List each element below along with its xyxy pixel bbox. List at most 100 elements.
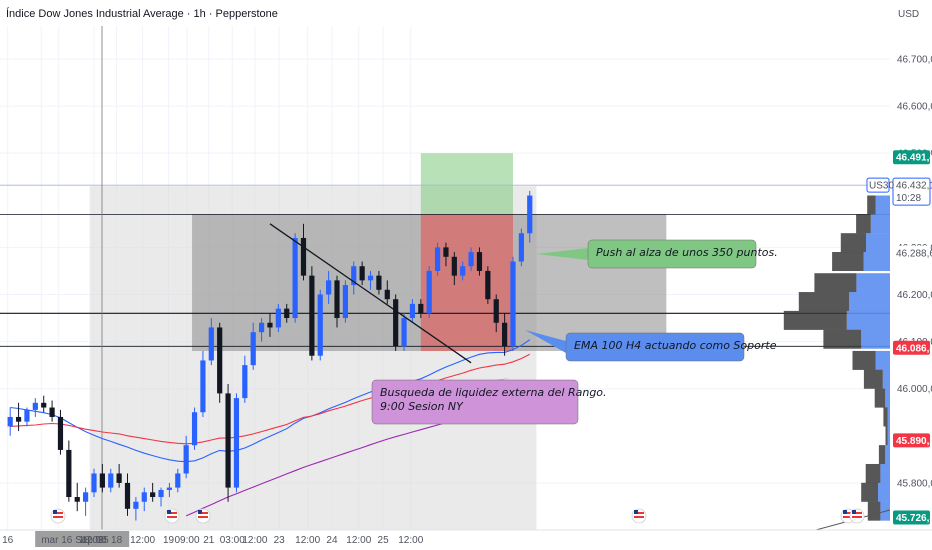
- candle-body: [351, 266, 357, 286]
- event-flag-stripe: [852, 516, 862, 518]
- candle-body: [166, 487, 173, 490]
- event-flag-canton: [852, 510, 856, 514]
- candle-body: [267, 322, 273, 328]
- horizontal-levels: [0, 26, 890, 530]
- price-badge-bg: [893, 340, 930, 355]
- candle-body: [309, 275, 315, 356]
- price-tick-label: 46.700,0: [897, 54, 932, 65]
- profile-bar-light: [861, 329, 890, 349]
- candle-body: [141, 492, 147, 502]
- candle-body: [183, 445, 189, 474]
- profile-bar-dark: [832, 252, 864, 272]
- time-tick-label: 25: [378, 535, 390, 546]
- symbol-badge-text: US30: [869, 181, 894, 192]
- profile-bar-light: [846, 310, 890, 330]
- time-tick-label: 09:00: [174, 535, 199, 546]
- price-label-badge: 45.726,5: [893, 510, 932, 525]
- candle-body: [15, 416, 22, 422]
- candle-body: [376, 275, 382, 290]
- candle-body: [32, 402, 38, 410]
- price-badge-text: 45.726,5: [896, 513, 932, 524]
- candle-body: [133, 501, 139, 509]
- event-flag-stripe: [634, 516, 644, 518]
- price-axis[interactable]: 46.700,046.600,046.500,046.300,046.200,0…: [866, 0, 932, 550]
- volume-profile: [759, 195, 891, 546]
- chart-title: Índice Dow Jones Industrial Average · 1h…: [6, 7, 278, 20]
- liquidity-callout-text: 9:00 Sesion NY: [380, 400, 464, 413]
- event-flag-stripe: [198, 516, 208, 518]
- candle-body: [300, 237, 307, 276]
- profile-bar-dark: [883, 407, 888, 427]
- candle-body: [384, 289, 390, 300]
- time-tick-label: 16: [2, 535, 14, 546]
- event-flag-icon: [631, 508, 647, 524]
- candle-body: [83, 492, 89, 502]
- event-flag-stripe: [843, 516, 853, 518]
- ema-callout-pointer: [525, 330, 566, 353]
- profile-bar-light: [887, 426, 890, 446]
- candle-body: [225, 393, 231, 488]
- profile-bar-light: [875, 195, 890, 215]
- profile-bar-light: [849, 292, 890, 312]
- liquidity-callout-text: Busqueda de liquidez externa del Rango.: [380, 386, 607, 399]
- push-callout-box: [587, 239, 757, 269]
- profile-bar-dark: [885, 426, 888, 446]
- candle-body: [150, 492, 156, 498]
- candle-body: [502, 322, 508, 347]
- candle-body: [108, 473, 114, 488]
- profile-bar-dark: [852, 350, 876, 370]
- time-tick-label: 18: [111, 535, 123, 546]
- profile-bar-dark: [856, 214, 871, 234]
- candle-body: [460, 266, 466, 276]
- event-flag-canton: [843, 510, 847, 514]
- time-tick-label: 12:00: [398, 535, 423, 546]
- event-flag-stripe: [53, 516, 63, 518]
- event-flag-stripe: [167, 512, 177, 514]
- price-badge-text: 46.432,1: [896, 181, 932, 192]
- event-flag-canton: [198, 510, 202, 514]
- profile-bar-dark: [867, 501, 881, 521]
- ema-line: [10, 353, 531, 445]
- candle-body: [284, 308, 290, 319]
- profile-bar-dark: [865, 463, 881, 483]
- time-tick-label: 21: [203, 535, 215, 546]
- candle-body: [57, 416, 64, 450]
- candle-body: [468, 252, 474, 267]
- profile-bar-dark: [878, 445, 886, 465]
- price-tick-label: 46.200,0: [897, 290, 932, 301]
- crosshair-date-bg: [35, 531, 130, 547]
- profile-bar-dark: [798, 292, 850, 312]
- price-label-badge: 45.890,2: [893, 433, 932, 448]
- countdown-label: 10:28: [896, 193, 921, 204]
- currency-label[interactable]: USD: [898, 9, 919, 20]
- profile-bar-light: [875, 350, 890, 370]
- stop-zone: [420, 214, 513, 352]
- event-flag-icon: [50, 508, 66, 524]
- price-label-badge: 46.288,6: [893, 245, 932, 260]
- profile-bar-dark: [814, 273, 857, 293]
- time-tick-label: 12:00: [130, 535, 155, 546]
- price-badge-bg: [893, 245, 930, 260]
- profile-bar-dark: [874, 388, 886, 408]
- price-badge-bg: [892, 177, 931, 206]
- time-tick-label: 12:00: [346, 535, 371, 546]
- time-tick-label: 23: [274, 535, 286, 546]
- candle-body: [7, 416, 13, 427]
- price-tick-label: 45.800,0: [897, 478, 932, 489]
- push-callout-text: Push al alza de unos 350 puntos.: [596, 246, 778, 259]
- event-flag-stripe: [167, 516, 177, 518]
- candle-body: [275, 308, 281, 328]
- candle-body: [91, 473, 97, 493]
- price-badge-bg: [893, 433, 930, 448]
- candle-body: [359, 266, 365, 281]
- price-badge-text: 46.086,8: [896, 343, 932, 354]
- profile-bar-light: [878, 482, 890, 502]
- candle-body: [99, 473, 105, 488]
- drawings: [269, 223, 472, 364]
- event-flag-icon: [849, 508, 865, 524]
- candle-body: [342, 285, 348, 319]
- profile-bar-light: [870, 214, 890, 234]
